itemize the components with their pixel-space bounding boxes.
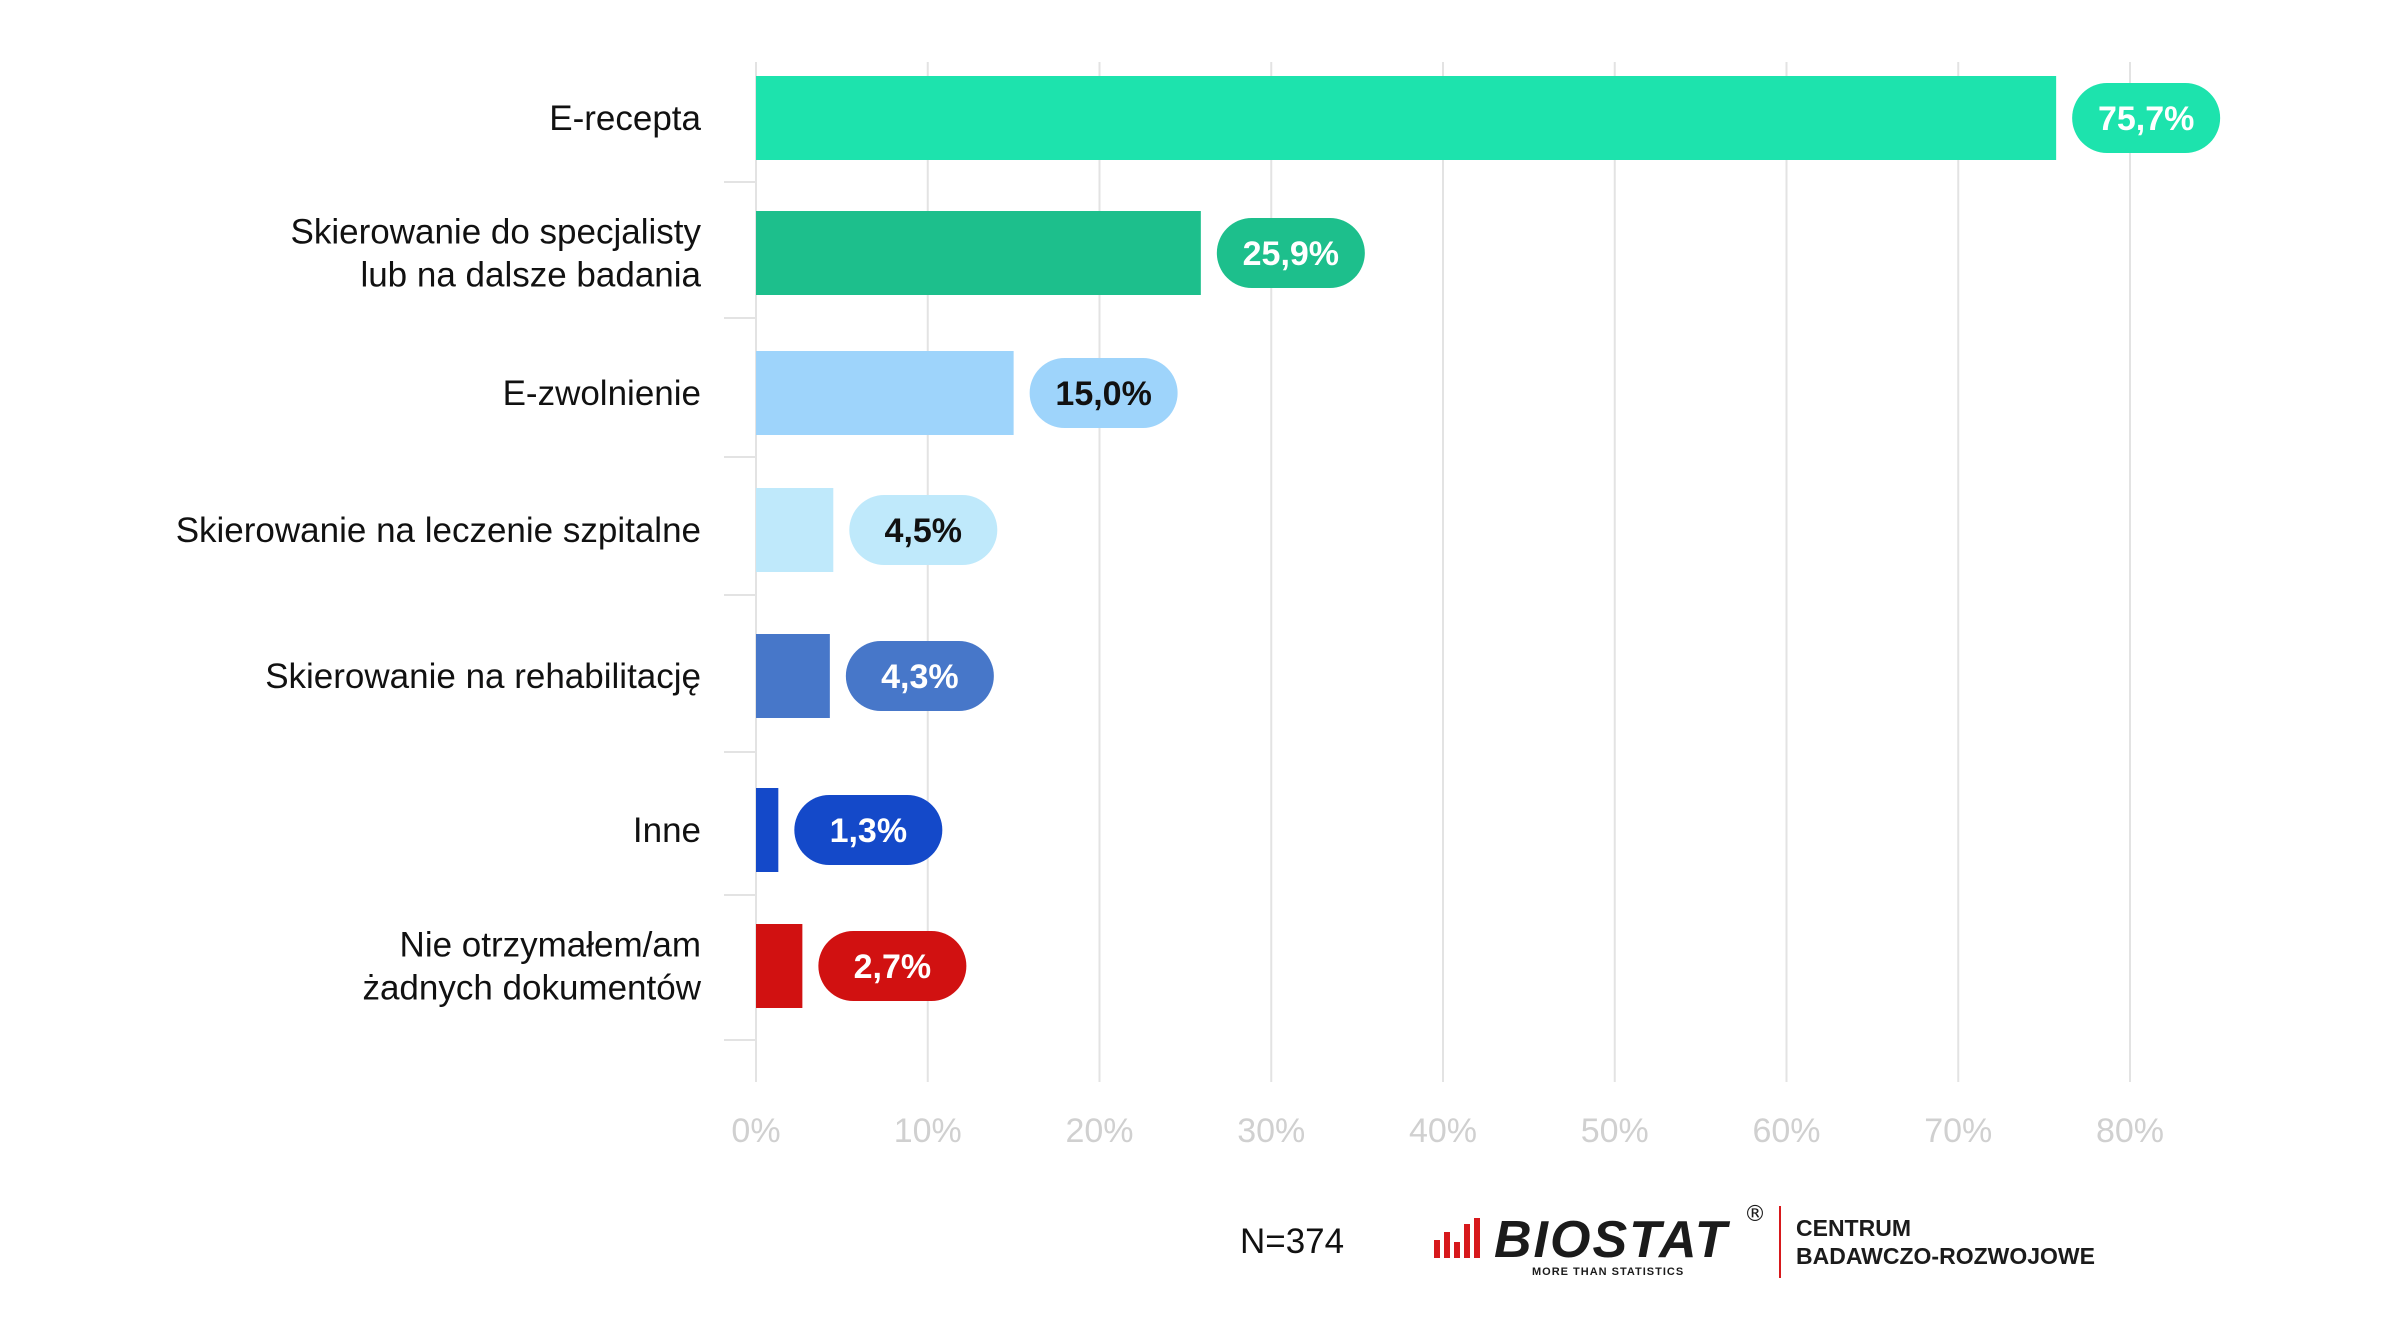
category-label-line: Skierowanie na rehabilitację xyxy=(265,657,701,696)
logo-tagline: MORE THAN STATISTICS xyxy=(1532,1266,1685,1278)
category-label-line: lub na dalsze badania xyxy=(360,256,701,295)
bar-6 xyxy=(756,924,803,1008)
category-labels: E-recepta Skierowanie do specjalisty lub n… xyxy=(176,99,702,1008)
centrum-line-2: BADAWCZO-ROZWOJOWE xyxy=(1796,1243,2095,1269)
x-tick-labels: 0% 10% 20% 30% 40% 50% 60% 70% 80% xyxy=(731,1112,2164,1150)
value-label-2: 15,0% xyxy=(1055,375,1151,413)
x-tick-label-70: 70% xyxy=(1924,1112,1992,1150)
category-label-3: Skierowanie na leczenie szpitalne xyxy=(176,511,701,550)
category-label-line: E-recepta xyxy=(549,99,701,138)
category-label-line: E-zwolnienie xyxy=(503,374,701,413)
bar-5 xyxy=(756,788,779,872)
value-pill-1 xyxy=(1216,218,1365,288)
y-axis xyxy=(724,62,757,1082)
centrum-label: CENTRUM BADAWCZO-ROZWOJOWE xyxy=(1796,1214,2095,1270)
category-label-line: Skierowanie na leczenie szpitalne xyxy=(176,511,701,550)
category-label-2: E-zwolnienie xyxy=(503,374,701,413)
category-label-line: Skierowanie do specjalisty xyxy=(291,213,702,252)
category-label-line: Nie otrzymałem/am xyxy=(400,926,701,965)
category-label-1: Skierowanie do specjalisty lub na dalsze … xyxy=(291,213,702,295)
value-pill-4 xyxy=(845,641,994,711)
bar-1 xyxy=(756,211,1201,295)
category-label-line: Inne xyxy=(633,811,701,850)
x-tick-label-40: 40% xyxy=(1409,1112,1477,1150)
value-pill-0 xyxy=(2072,83,2221,153)
value-pill-6 xyxy=(818,931,967,1001)
category-label-5: Inne xyxy=(633,811,701,850)
category-label-6: Nie otrzymałem/am żadnych dokumentów xyxy=(362,926,701,1008)
bar-2 xyxy=(756,351,1014,435)
logo-divider xyxy=(1779,1206,1781,1278)
x-tick-label-80: 80% xyxy=(2096,1112,2164,1150)
category-label-0: E-recepta xyxy=(549,99,701,138)
value-pill-2 xyxy=(1029,358,1178,428)
value-pill-3 xyxy=(849,495,998,565)
x-tick-label-20: 20% xyxy=(1065,1112,1133,1150)
bars: 75,7% 25,9% 15,0% 4,5% 4,3% 1,3% 2,7% xyxy=(756,76,2221,1008)
biostat-logo: BIOSTAT ® MORE THAN STATISTICS xyxy=(1432,1202,1766,1288)
category-label-line: żadnych dokumentów xyxy=(362,969,701,1008)
x-tick-label-50: 50% xyxy=(1581,1112,1649,1150)
value-label-0: 75,7% xyxy=(2098,100,2194,138)
x-tick-label-0: 0% xyxy=(731,1112,780,1150)
bar-3 xyxy=(756,488,834,572)
x-tick-label-60: 60% xyxy=(1752,1112,1820,1150)
value-label-6: 2,7% xyxy=(854,948,932,986)
value-label-1: 25,9% xyxy=(1243,235,1339,273)
value-label-5: 1,3% xyxy=(830,812,908,850)
centrum-line-1: CENTRUM xyxy=(1796,1215,1911,1241)
logo-registered-mark: ® xyxy=(1744,1202,1766,1227)
value-label-3: 4,5% xyxy=(885,512,963,550)
x-tick-label-30: 30% xyxy=(1237,1112,1305,1150)
logo-bars-icon xyxy=(1434,1218,1480,1258)
value-label-4: 4,3% xyxy=(881,658,959,696)
bar-4 xyxy=(756,634,830,718)
logo-wordmark: BIOSTAT xyxy=(1494,1211,1729,1269)
x-tick-label-10: 10% xyxy=(894,1112,962,1150)
category-label-4: Skierowanie na rehabilitację xyxy=(265,657,701,696)
value-pill-5 xyxy=(794,795,943,865)
bar-0 xyxy=(756,76,2057,160)
sample-size-label: N=374 xyxy=(1240,1222,1345,1261)
